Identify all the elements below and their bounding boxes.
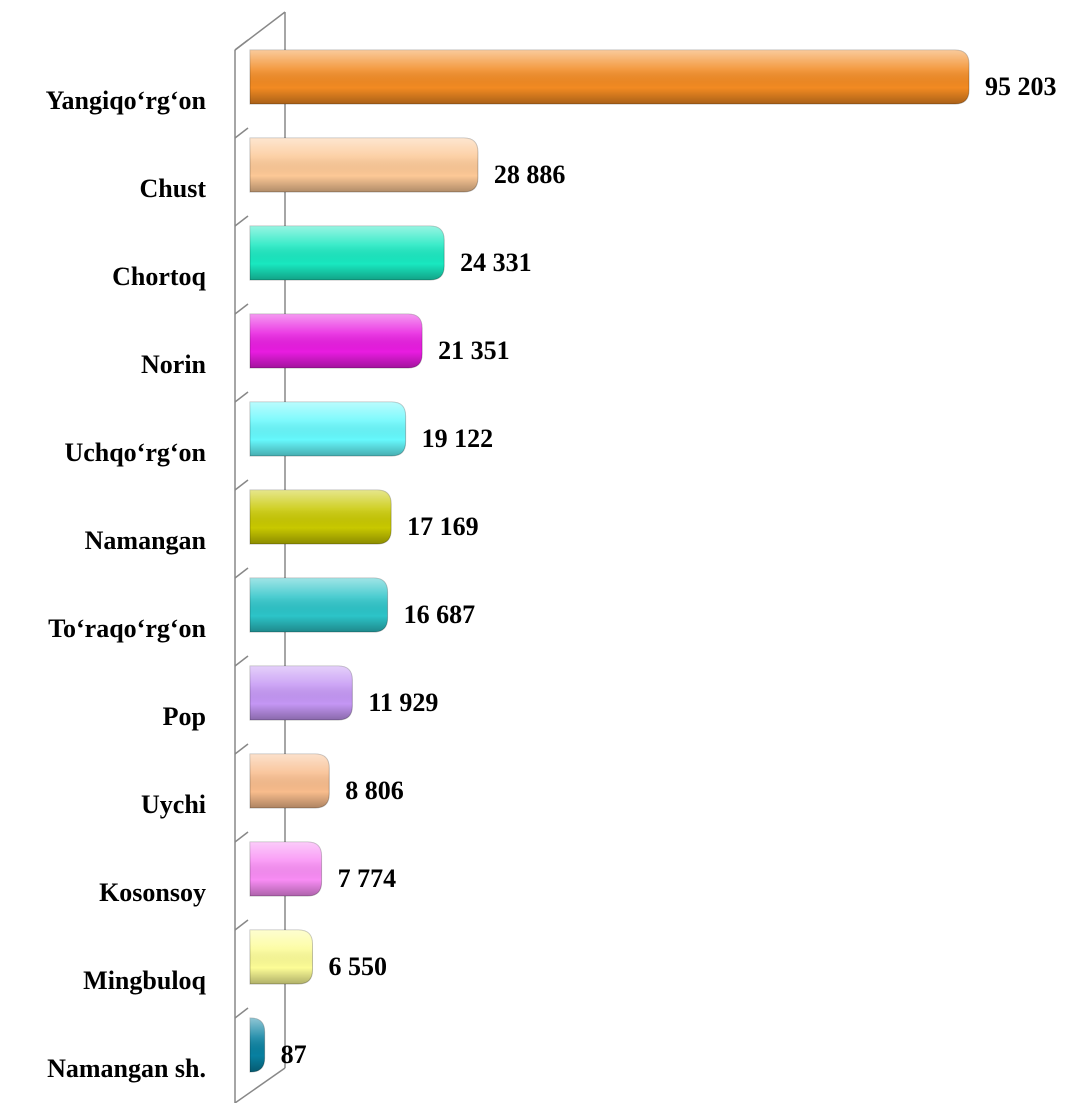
category-label: Chortoq [112,262,206,291]
category-label: Chust [140,174,207,203]
bar-shine [250,226,445,280]
category-tick [234,1007,249,1019]
value-label: 16 687 [404,600,476,629]
category-tick [234,567,249,579]
value-label: 6 550 [329,952,388,981]
category-tick [234,127,249,139]
bar-shine [250,490,392,544]
category-tick [234,655,249,667]
value-label: 17 169 [407,512,479,541]
category-label: Uychi [141,790,206,819]
wall-edge [234,1067,286,1103]
value-label: 7 774 [338,864,397,893]
value-label: 95 203 [985,72,1057,101]
bar-shine [250,50,969,104]
bar-shine [250,842,322,896]
bar-shine [250,578,388,632]
value-label: 28 886 [494,160,566,189]
category-tick [234,215,249,227]
category-label: Kosonsoy [99,878,206,907]
bar-shine [250,930,313,984]
category-tick [234,479,249,491]
category-label: Namangan [85,526,207,555]
value-label: 87 [281,1040,307,1069]
value-label: 21 351 [438,336,510,365]
category-label: Norin [141,350,207,379]
category-label: Namangan sh. [47,1054,206,1083]
value-label: 19 122 [422,424,494,453]
bar-shine [250,314,423,368]
category-label: Yangiqo‘rg‘on [46,86,207,115]
category-label: Mingbuloq [83,966,206,995]
value-label: 8 806 [345,776,404,805]
category-label: To‘raqo‘rg‘on [48,614,206,643]
category-tick [234,831,249,843]
bar-shine [250,138,478,192]
category-tick [234,743,249,755]
category-label: Pop [163,702,206,731]
category-tick [234,303,249,315]
bar-shine [250,666,353,720]
category-tick [234,39,249,51]
bar-shine [250,1018,265,1072]
category-tick [234,919,249,931]
bar-shine [250,402,406,456]
value-label: 11 929 [368,688,438,717]
category-tick [234,391,249,403]
value-label: 24 331 [460,248,532,277]
category-label: Uchqo‘rg‘on [64,438,206,467]
bar-shine [250,754,330,808]
